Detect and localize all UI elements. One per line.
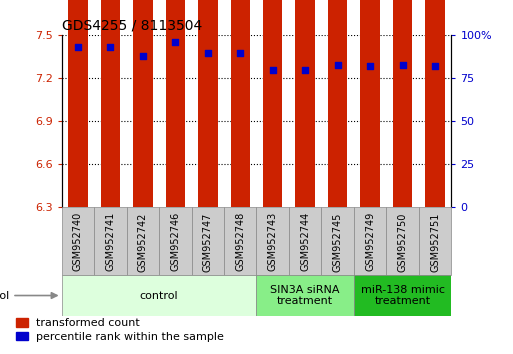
FancyBboxPatch shape (386, 207, 419, 275)
Text: protocol: protocol (0, 291, 57, 301)
Bar (198, 0, 218, 207)
FancyBboxPatch shape (62, 275, 256, 316)
FancyBboxPatch shape (354, 275, 451, 316)
Point (236, 50, 244, 55)
Text: GSM952741: GSM952741 (105, 212, 115, 272)
Text: GSM952742: GSM952742 (138, 212, 148, 272)
Text: GSM952745: GSM952745 (333, 212, 343, 272)
Text: GSM952750: GSM952750 (398, 212, 408, 272)
Text: GSM952751: GSM952751 (430, 212, 440, 272)
FancyBboxPatch shape (256, 275, 354, 316)
FancyBboxPatch shape (191, 207, 224, 275)
Bar (295, 0, 315, 207)
Text: GDS4255 / 8113504: GDS4255 / 8113504 (62, 19, 202, 33)
Point (204, 50, 212, 55)
Legend: transformed count, percentile rank within the sample: transformed count, percentile rank withi… (16, 318, 224, 342)
Text: GSM952744: GSM952744 (300, 212, 310, 272)
FancyBboxPatch shape (354, 207, 386, 275)
FancyBboxPatch shape (419, 207, 451, 275)
Text: GSM952746: GSM952746 (170, 212, 180, 272)
Point (74, 45, 82, 50)
Point (333, 62, 342, 67)
Bar (425, 0, 445, 207)
Point (171, 39, 180, 45)
Bar (361, 0, 380, 207)
Point (399, 62, 407, 67)
Point (366, 63, 374, 69)
Point (139, 53, 147, 59)
Text: GSM952743: GSM952743 (268, 212, 278, 272)
Text: GSM952740: GSM952740 (73, 212, 83, 272)
Bar (393, 0, 412, 207)
FancyBboxPatch shape (256, 207, 289, 275)
FancyBboxPatch shape (159, 207, 191, 275)
Text: control: control (140, 291, 179, 301)
Text: GSM952748: GSM952748 (235, 212, 245, 272)
Bar (166, 0, 185, 207)
FancyBboxPatch shape (224, 207, 256, 275)
FancyBboxPatch shape (62, 207, 94, 275)
Bar (101, 0, 120, 207)
Text: SIN3A siRNA
treatment: SIN3A siRNA treatment (270, 285, 340, 306)
FancyBboxPatch shape (94, 207, 127, 275)
Point (431, 63, 439, 69)
Text: GSM952747: GSM952747 (203, 212, 213, 272)
Point (301, 67, 309, 73)
FancyBboxPatch shape (127, 207, 159, 275)
Text: miR-138 mimic
treatment: miR-138 mimic treatment (361, 285, 445, 306)
Text: GSM952749: GSM952749 (365, 212, 375, 272)
Bar (133, 0, 152, 207)
Point (269, 67, 277, 73)
FancyBboxPatch shape (289, 207, 322, 275)
Bar (230, 0, 250, 207)
Bar (263, 0, 283, 207)
Bar (68, 0, 88, 207)
Bar (328, 0, 347, 207)
FancyBboxPatch shape (322, 207, 354, 275)
Point (106, 45, 114, 50)
